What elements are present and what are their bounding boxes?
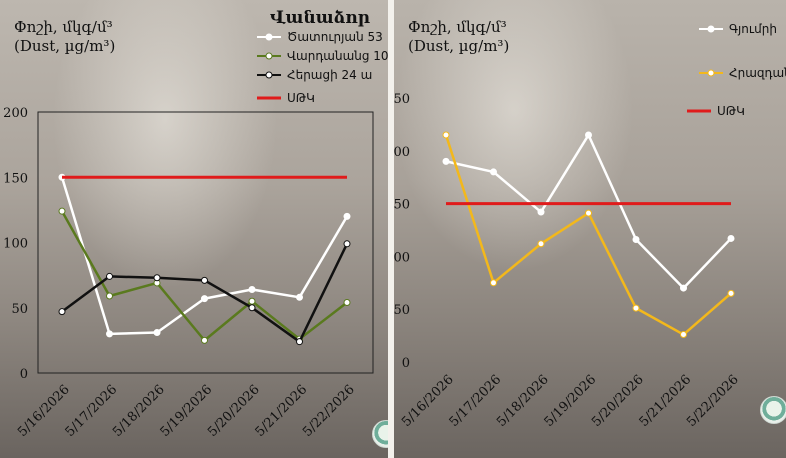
data-point [248,297,256,305]
chart-panel-gyumri-hrazdan: Փոշի, մկգ/մ³ (Dust, µg/m³) 0 50 100 150 200 2… [394,0,786,458]
data-point [343,212,351,220]
y-tick-label: 150 [394,198,410,213]
legend-swatch [687,109,711,113]
data-point [632,236,640,244]
x-tick-label: 5/22/2026 [684,372,742,430]
data-point [296,338,303,346]
data-point [296,293,303,301]
legend-swatch [699,69,723,77]
legend-label: Գյումրի [729,22,777,36]
y-tick-label: 0 [402,356,410,371]
series-line [60,176,349,336]
legend-label: ՍԹԿ [287,91,315,105]
legend-label: ՍԹԿ [717,104,745,118]
data-point [201,276,208,284]
legend-swatch-marker [265,33,273,41]
legend-label: Հրազդան [729,66,786,80]
data-point [106,272,113,280]
data-point [153,329,161,337]
legend-label: Ծատուրյան 53 [287,30,383,44]
data-point [442,157,450,165]
data-point [201,336,208,344]
legend-swatch [257,33,281,41]
data-point [680,284,687,292]
y-tick-label: 100 [3,237,28,252]
legend-item: ՍԹԿ [686,102,745,120]
data-point [58,308,66,316]
plot-area-frame [37,111,374,374]
y-tick-label: 50 [11,302,28,317]
y-tick-label: 200 [3,106,28,121]
y-axis-title-armenian: Փոշի, մկգ/մ³ [408,18,507,36]
y-axis-title-english: (Dust, µg/m³) [14,37,116,55]
data-point [490,279,497,287]
data-point [106,292,113,300]
chart-panel-vanadzor: Փոշի, մկգ/մ³ (Dust, µg/m³) Վանաձոր 0 50 10… [0,0,388,458]
legend-item: Հրազդան [698,64,786,82]
y-tick-label: 50 [394,303,410,318]
data-point [632,304,640,312]
series-line [444,134,732,336]
y-tick-label: 250 [394,92,410,107]
y-axis-title-armenian: Փոշի, մկգ/մ³ [14,18,113,36]
data-point [537,208,545,216]
line-chart-left: 0501001502005/16/20265/17/20265/18/20265… [3,106,374,440]
data-point [727,289,735,297]
data-point [585,209,592,217]
data-point [343,240,351,248]
legend-swatch [699,25,723,33]
data-point [248,304,256,312]
x-tick-label: 5/22/2026 [300,382,358,440]
data-point [106,330,113,338]
legend-title: Վանաձոր [270,8,371,28]
legend-swatch [257,71,281,79]
data-point [727,234,735,242]
y-tick-label: 100 [394,250,410,265]
line-chart-right: 0501001502002505/16/20265/17/20265/18/20… [394,92,742,430]
data-point [585,131,592,139]
panel-divider [388,0,394,458]
legend-label: Հերացի 24 ա [287,68,373,82]
data-point [153,274,161,282]
data-point [248,285,256,293]
legend-item: ՍԹԿ [256,89,315,107]
data-point [537,240,545,248]
data-point [490,168,497,176]
legend-swatch-marker [707,69,715,77]
y-tick-label: 150 [3,171,28,186]
y-tick-label: 0 [20,367,28,382]
legend-swatch-marker [265,52,273,60]
legend-label: Վարդանանց 10 [287,49,388,63]
legend-swatch [257,52,281,60]
data-point [343,299,351,307]
legend-swatch-marker [707,25,715,33]
y-tick-label: 200 [394,145,410,160]
data-point [442,131,450,139]
legend-swatch [257,96,281,100]
data-point [201,295,208,303]
legend-item: Գյումրի [698,20,777,38]
series-line [61,243,349,343]
legend-swatch-marker [265,71,273,79]
data-point [680,331,687,339]
legend-item: Հերացի 24 ա [256,66,372,84]
logo-icon [760,396,786,424]
data-point [58,207,66,215]
y-axis-title-english: (Dust, µg/m³) [408,37,510,55]
legend-item: Վարդանանց 10 [256,47,388,65]
legend-item: Ծատուրյան 53 [256,28,383,46]
